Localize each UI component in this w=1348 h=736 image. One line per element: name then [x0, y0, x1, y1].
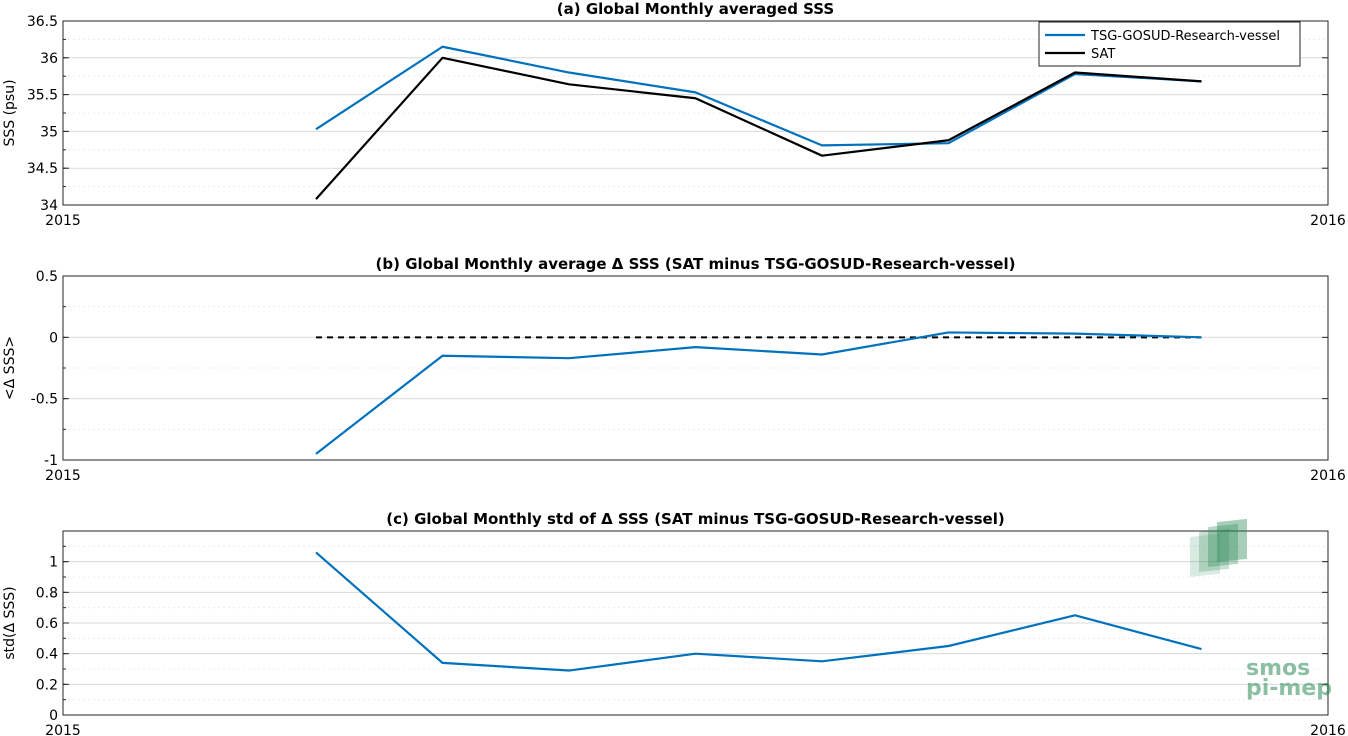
legend: TSG-GOSUD-Research-vessel SAT — [1038, 21, 1301, 67]
x-tick-label: 2016 — [1310, 723, 1346, 736]
y-tick-label: 34.5 — [27, 161, 58, 177]
panel-title: (b) Global Monthly average Δ SSS (SAT mi… — [376, 255, 1016, 273]
series-line-series-0 — [315, 551, 1202, 672]
series-line-tsg-gosud-research-vessel — [315, 45, 1202, 147]
logo-mark — [1208, 523, 1238, 568]
y-tick-label: 0.8 — [36, 585, 58, 601]
y-tick-label: 35.5 — [27, 88, 58, 104]
logo-line-2: pi-mep — [1246, 676, 1332, 701]
y-axis-label: std(Δ SSS) — [2, 586, 18, 659]
x-tick-label: 2016 — [1310, 213, 1346, 229]
y-axis-label: SSS (psu) — [2, 79, 18, 146]
y-tick-label: 0 — [49, 708, 58, 724]
legend-label: TSG-GOSUD-Research-vessel — [1090, 29, 1280, 44]
y-tick-label: 0 — [49, 330, 58, 346]
panel-c: 0 0.2 0.4 0.6 0.8 1 2015 2016 (c) Global Monthly… — [2, 510, 1346, 736]
logo-line-1: smos — [1246, 656, 1310, 681]
legend-label: SAT — [1091, 47, 1115, 62]
y-tick-label: 0.4 — [36, 647, 58, 663]
y-tick-label: 0.2 — [36, 677, 58, 693]
panel-title: (a) Global Monthly averaged SSS — [557, 0, 834, 18]
y-tick-label: 35 — [40, 124, 58, 140]
series-line-sat — [315, 56, 1202, 200]
y-tick-label: 1 — [49, 555, 58, 571]
panel-title: (c) Global Monthly std of Δ SSS (SAT min… — [386, 510, 1004, 528]
x-tick-label: 2015 — [45, 723, 81, 736]
y-tick-label: 36.5 — [27, 14, 58, 30]
y-tick-label: 34 — [40, 198, 58, 214]
x-tick-label: 2015 — [45, 213, 81, 229]
y-axis-label: <Δ SSS> — [2, 336, 18, 400]
panel-b: -1 -0.5 0 0.5 2015 2016 (b) Global Monthly ave… — [2, 255, 1346, 484]
y-tick-label: 36 — [40, 51, 58, 67]
logo-mark — [1190, 533, 1220, 577]
x-tick-label: 2015 — [45, 468, 81, 484]
x-tick-label: 2016 — [1310, 468, 1346, 484]
logo-mark — [1199, 528, 1229, 572]
y-tick-label: -1 — [44, 453, 58, 469]
y-tick-label: 0.5 — [36, 269, 58, 285]
y-tick-label: -0.5 — [31, 392, 58, 408]
series-line-series-0 — [315, 331, 1202, 455]
legend-box — [1038, 21, 1301, 67]
y-tick-label: 0.6 — [36, 616, 58, 632]
logo-mark — [1217, 518, 1247, 563]
panel-a: 34 34.5 35 35.5 36 36.5 2015 2016 (a) Global Mon… — [2, 0, 1346, 229]
